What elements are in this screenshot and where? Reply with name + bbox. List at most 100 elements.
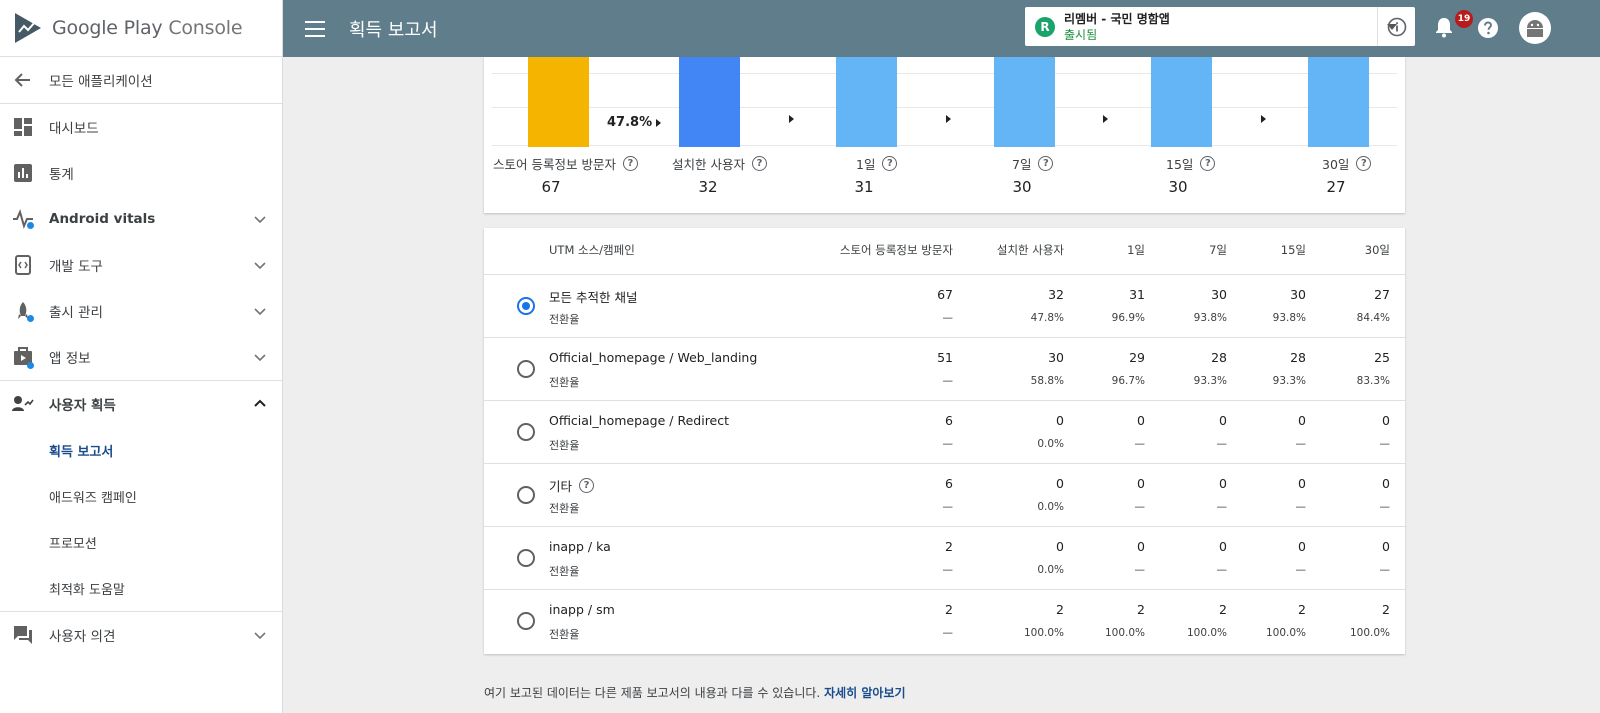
- row-radio-button[interactable]: [517, 360, 535, 378]
- chevron-down-icon: [254, 632, 266, 640]
- sidebar-subitem-promotions[interactable]: 프로모션: [49, 536, 97, 552]
- sidebar-item-android-vitals[interactable]: Android vitals: [0, 196, 282, 242]
- feedback-icon: [12, 624, 34, 646]
- store-presence-icon: [12, 346, 34, 368]
- row-value: 2: [945, 539, 953, 554]
- learn-more-link[interactable]: 자세히 알아보기: [824, 686, 906, 700]
- help-circle-icon[interactable]: ?: [751, 156, 767, 171]
- funnel-stage-label: 15일?: [1166, 154, 1216, 173]
- help-circle-icon[interactable]: ?: [579, 478, 595, 493]
- row-rate: —: [942, 564, 954, 576]
- help-icon[interactable]: [1477, 17, 1499, 39]
- sidebar-item-stats[interactable]: 통계: [0, 150, 282, 196]
- row-rate: 96.7%: [1111, 375, 1145, 387]
- funnel-bar: [1308, 57, 1369, 147]
- acquisition-table: UTM 소스/캠페인 스토어 등록정보 방문자 설치한 사용자 1일 7일 15…: [484, 228, 1405, 654]
- row-value: 28: [1290, 350, 1306, 365]
- account-avatar[interactable]: [1519, 12, 1551, 44]
- row-rate: 83.3%: [1356, 375, 1390, 387]
- sidebar: Google Play Console 모든 애플리케이션 대시보드 통계 An…: [0, 0, 283, 713]
- row-rate: 84.4%: [1356, 312, 1390, 324]
- sidebar-subitem-optimization-tips[interactable]: 최적화 도움말: [49, 582, 125, 598]
- row-rate: 93.3%: [1193, 375, 1227, 387]
- column-header-visitors[interactable]: 스토어 등록정보 방문자: [839, 243, 953, 257]
- table-row[interactable]: Official_homepage / Redirect 전환율 6 — 0 0.0% 0 —…: [484, 400, 1405, 463]
- sidebar-item-dashboard[interactable]: 대시보드: [0, 104, 282, 150]
- row-rate: 100.0%: [1349, 627, 1390, 639]
- row-value: 67: [937, 287, 953, 302]
- row-channel-name: 기타?: [549, 476, 595, 495]
- column-header-installers[interactable]: 설치한 사용자: [996, 243, 1064, 257]
- sidebar-item-dev-tools[interactable]: 개발 도구: [0, 242, 282, 288]
- column-header-day15[interactable]: 15일: [1280, 243, 1306, 257]
- bell-icon[interactable]: [1434, 16, 1454, 38]
- help-circle-icon[interactable]: ?: [1038, 156, 1054, 171]
- back-label: 모든 애플리케이션: [49, 74, 153, 90]
- row-value: 29: [1129, 350, 1145, 365]
- page-title: 획득 보고서: [349, 19, 438, 41]
- table-row[interactable]: inapp / ka 전환율 2 — 0 0.0% 0 — 0 — 0 — 0 —: [484, 526, 1405, 589]
- row-radio-button[interactable]: [517, 549, 535, 567]
- row-value: 0: [1382, 413, 1390, 428]
- app-name: 리멤버 - 국민 명함앱: [1064, 11, 1170, 26]
- row-rate: 93.8%: [1272, 312, 1306, 324]
- conversion-arrow: [1099, 115, 1108, 123]
- caret-down-icon[interactable]: [1387, 24, 1397, 30]
- sidebar-item-label: 대시보드: [49, 121, 99, 137]
- help-circle-icon[interactable]: ?: [1356, 156, 1372, 171]
- sidebar-subitem-acquisition-report[interactable]: 획득 보고서: [49, 444, 114, 460]
- funnel-stage-label: 7일?: [1012, 154, 1054, 173]
- row-channel-name: 모든 추적한 채널: [549, 290, 638, 305]
- sidebar-item-label: 개발 도구: [49, 259, 103, 275]
- chevron-down-icon: [254, 216, 266, 224]
- row-rate: 0.0%: [1037, 564, 1064, 576]
- row-rate: —: [1379, 438, 1391, 450]
- row-channel-name: Official_homepage / Web_landing: [549, 350, 758, 365]
- sidebar-item-release-management[interactable]: 출시 관리: [0, 288, 282, 334]
- funnel-bar: [836, 57, 897, 147]
- dev-tools-icon: [12, 254, 34, 276]
- funnel-stage-value: 27: [1326, 178, 1346, 196]
- sidebar-item-user-acquisition[interactable]: 사용자 획득: [0, 381, 282, 427]
- column-header-day7[interactable]: 7일: [1209, 243, 1227, 257]
- row-value: 51: [937, 350, 953, 365]
- row-radio-button[interactable]: [517, 423, 535, 441]
- row-value: 0: [1056, 413, 1064, 428]
- table-row[interactable]: Official_homepage / Web_landing 전환율 51 — 30 5…: [484, 337, 1405, 400]
- play-console-logo-icon: [15, 13, 41, 43]
- app-info-button[interactable]: [1377, 7, 1415, 46]
- row-radio-button[interactable]: [517, 297, 535, 315]
- sidebar-item-user-feedback[interactable]: 사용자 의견: [0, 612, 282, 658]
- funnel-stage-value: 32: [698, 178, 718, 196]
- help-circle-icon[interactable]: ?: [882, 156, 898, 171]
- sidebar-item-label: 출시 관리: [49, 305, 103, 321]
- sidebar-subitem-adwords-campaigns[interactable]: 애드워즈 캠페인: [49, 490, 137, 506]
- row-radio-button[interactable]: [517, 612, 535, 630]
- app-selector[interactable]: R 리멤버 - 국민 명함앱 출시됨: [1025, 7, 1415, 46]
- rocket-icon: [12, 300, 34, 322]
- funnel-stage-label: 설치한 사용자?: [672, 154, 767, 173]
- row-rate: 100.0%: [1186, 627, 1227, 639]
- dashboard-icon: [12, 116, 34, 138]
- menu-icon[interactable]: [305, 20, 325, 37]
- table-row[interactable]: inapp / sm 전환율 2 — 2 100.0% 2 100.0% 2 100.0% 2 100…: [484, 589, 1405, 652]
- sidebar-item-store-presence[interactable]: 앱 정보: [0, 334, 282, 380]
- table-row[interactable]: 모든 추적한 채널 전환율 67 — 32 47.8% 31 96.9% 30 93.8% 30 93…: [484, 274, 1405, 337]
- row-rate: —: [1295, 564, 1307, 576]
- help-circle-icon[interactable]: ?: [622, 156, 638, 171]
- back-to-all-apps[interactable]: 모든 애플리케이션: [0, 57, 282, 103]
- row-rate: —: [1134, 438, 1146, 450]
- row-rate: —: [1216, 564, 1228, 576]
- row-conversion-label: 전환율: [549, 502, 580, 515]
- row-rate: 58.8%: [1030, 375, 1064, 387]
- sidebar-item-label: Android vitals: [49, 211, 156, 227]
- funnel-stage-value: 30: [1168, 178, 1188, 196]
- help-circle-icon[interactable]: ?: [1200, 156, 1216, 171]
- notification-dot: [27, 362, 34, 369]
- table-row[interactable]: 기타? 전환율 6 — 0 0.0% 0 — 0 — 0 — 0 —: [484, 463, 1405, 526]
- column-header-day30[interactable]: 30일: [1364, 243, 1390, 257]
- conversion-rate-label: 47.8%: [607, 115, 662, 130]
- row-radio-button[interactable]: [517, 486, 535, 504]
- column-header-day1[interactable]: 1일: [1127, 243, 1145, 257]
- funnel-bar: [528, 57, 589, 147]
